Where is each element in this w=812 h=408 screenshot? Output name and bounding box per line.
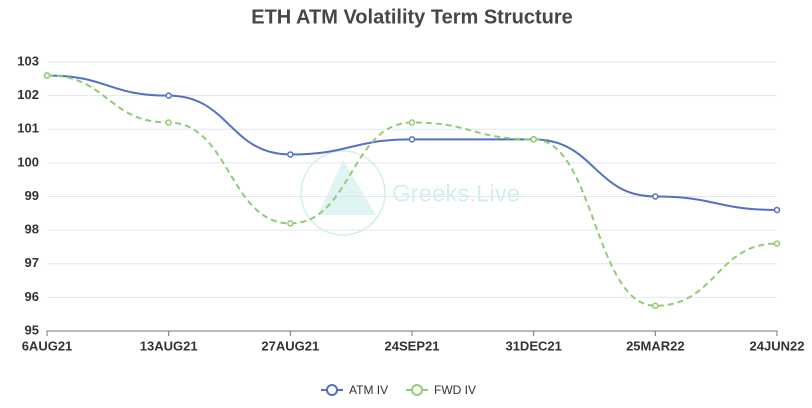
y-tick-label: 102 bbox=[17, 87, 39, 102]
data-point bbox=[408, 119, 416, 126]
y-tick-label: 97 bbox=[25, 255, 39, 270]
legend-label: ATM IV bbox=[349, 383, 388, 397]
x-tick-label: 31DEC21 bbox=[505, 338, 561, 353]
y-tick-label: 96 bbox=[25, 289, 39, 304]
data-point bbox=[530, 136, 537, 143]
watermark-logo bbox=[318, 160, 376, 215]
y-tick-label: 99 bbox=[25, 188, 39, 203]
legend-icon bbox=[411, 384, 423, 396]
watermark-logo bbox=[300, 150, 386, 236]
data-point bbox=[408, 136, 416, 143]
data-point bbox=[652, 193, 659, 200]
x-tick-label: 27AUG21 bbox=[261, 338, 319, 353]
x-tick-label: 6AUG21 bbox=[22, 338, 73, 353]
x-tick-label: 13AUG21 bbox=[140, 338, 198, 353]
y-tick-label: 95 bbox=[25, 322, 39, 337]
watermark-text: Greeks.Live bbox=[392, 180, 520, 207]
y-tick-label: 101 bbox=[17, 121, 39, 136]
watermark: Greeks.Live bbox=[300, 150, 520, 236]
data-point bbox=[287, 151, 294, 158]
data-point bbox=[652, 302, 659, 310]
data-point bbox=[165, 92, 172, 99]
legend-label: FWD IV bbox=[434, 383, 476, 397]
y-tick-label: 98 bbox=[25, 222, 39, 237]
x-tick-label: 24JUN22 bbox=[750, 338, 805, 353]
data-point bbox=[287, 220, 294, 227]
data-point bbox=[165, 119, 172, 126]
x-tick-label: 24SEP21 bbox=[385, 338, 440, 353]
legend-icon bbox=[326, 384, 338, 396]
x-tick-label: 25MAR22 bbox=[626, 338, 685, 353]
data-point bbox=[773, 206, 781, 214]
y-tick-label: 100 bbox=[17, 154, 39, 169]
y-tick-label: 103 bbox=[17, 53, 39, 68]
data-point bbox=[43, 72, 51, 79]
legend-item[interactable]: FWD IV bbox=[406, 383, 476, 397]
legend-item[interactable]: ATM IV bbox=[321, 383, 388, 397]
data-point bbox=[773, 240, 781, 247]
chart-title: ETH ATM Volatility Term Structure bbox=[251, 6, 573, 28]
